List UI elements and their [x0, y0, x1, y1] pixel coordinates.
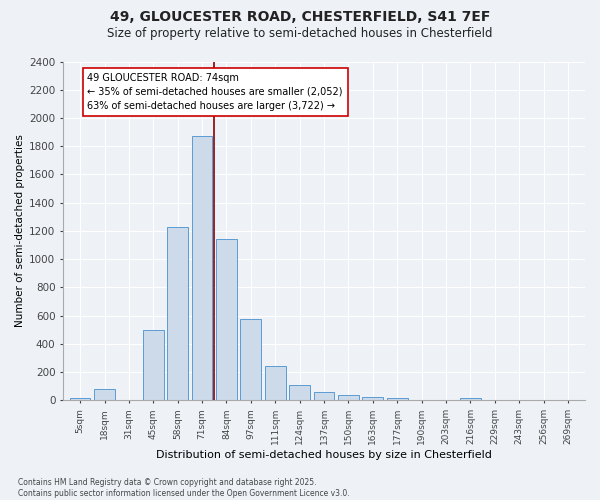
Text: Size of property relative to semi-detached houses in Chesterfield: Size of property relative to semi-detach… [107, 28, 493, 40]
X-axis label: Distribution of semi-detached houses by size in Chesterfield: Distribution of semi-detached houses by … [156, 450, 492, 460]
Bar [314, 392, 334, 400]
Bar [70, 398, 91, 400]
Bar [289, 385, 310, 400]
Bar [192, 136, 212, 400]
Y-axis label: Number of semi-detached properties: Number of semi-detached properties [15, 134, 25, 328]
Bar [241, 318, 261, 400]
Bar [216, 240, 237, 400]
Bar [460, 398, 481, 400]
Text: 49 GLOUCESTER ROAD: 74sqm
← 35% of semi-detached houses are smaller (2,052)
63% : 49 GLOUCESTER ROAD: 74sqm ← 35% of semi-… [88, 73, 343, 111]
Text: 49, GLOUCESTER ROAD, CHESTERFIELD, S41 7EF: 49, GLOUCESTER ROAD, CHESTERFIELD, S41 7… [110, 10, 490, 24]
Bar [387, 398, 407, 400]
Text: Contains HM Land Registry data © Crown copyright and database right 2025.
Contai: Contains HM Land Registry data © Crown c… [18, 478, 350, 498]
Bar [362, 397, 383, 400]
Bar [167, 226, 188, 400]
Bar [265, 366, 286, 400]
Bar [338, 395, 359, 400]
Bar [94, 389, 115, 400]
Bar [143, 330, 164, 400]
